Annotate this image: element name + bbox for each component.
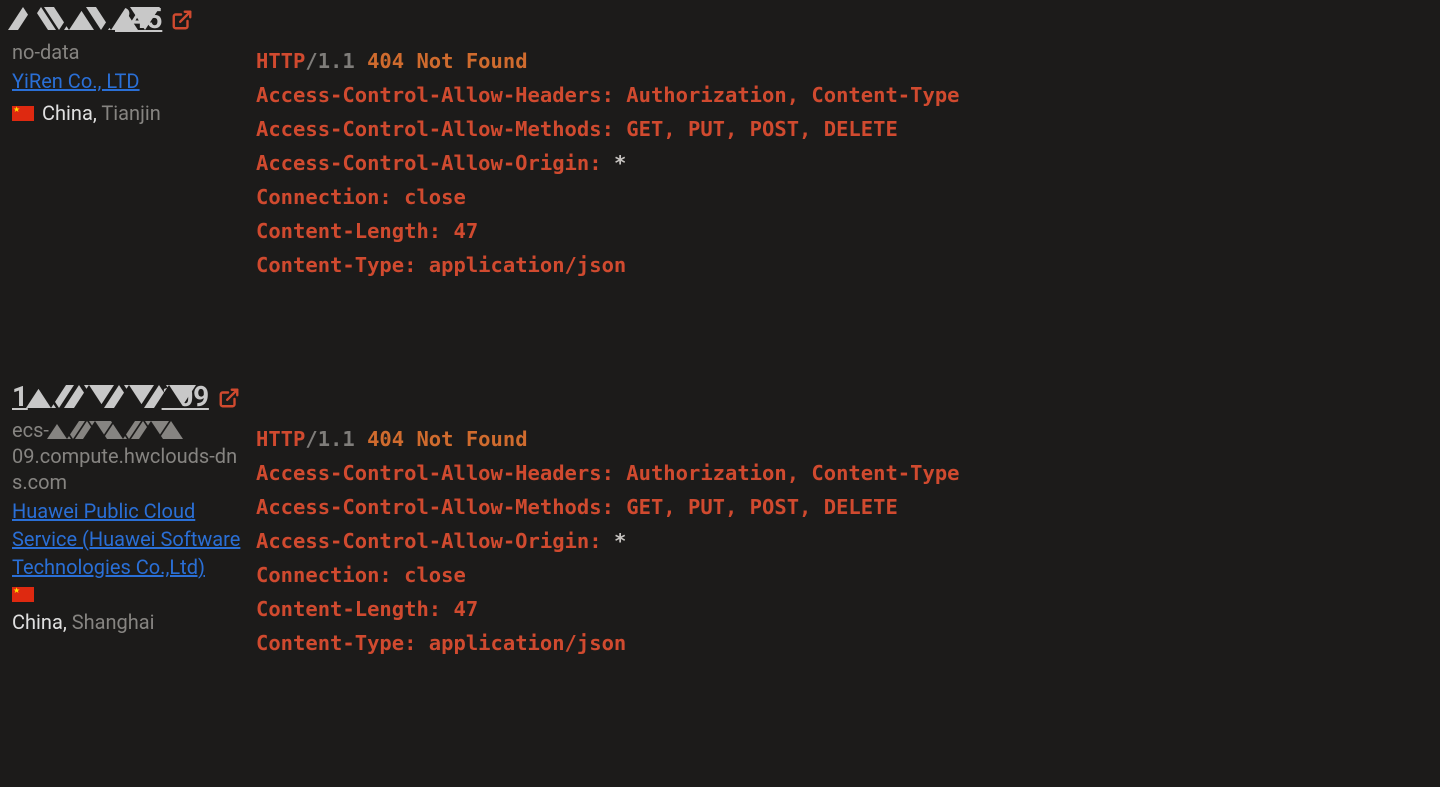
status-line: HTTP/1.1 404 Not Found (256, 44, 1428, 78)
response-header: Access-Control-Allow-Origin: * (256, 524, 1428, 558)
flag-icon (12, 106, 34, 121)
location: China, Tianjin (12, 101, 248, 125)
response-header: Access-Control-Allow-Headers: Authorizat… (256, 456, 1428, 490)
ip-visible-prefix: 1 (12, 380, 28, 413)
ip-address-link[interactable]: XXX.XX.245 (12, 2, 162, 35)
response-header: Access-Control-Allow-Methods: GET, PUT, … (256, 112, 1428, 146)
response-header: Content-Length: 47 (256, 214, 1428, 248)
hostname: ecs- 1234567890123 09.compute.hwc (12, 417, 248, 495)
http-response: HTTP/1.1 404 Not Found Access-Control-Al… (256, 0, 1428, 282)
http-response: HTTP/1.1 404 Not Found Access-Control-Al… (256, 378, 1428, 660)
search-result: 1 23.456.78. 109 (0, 378, 1440, 660)
location (12, 587, 248, 606)
external-link-icon[interactable] (217, 386, 241, 410)
organization-link[interactable]: YiRen Co., LTD (12, 67, 248, 95)
response-header: Connection: close (256, 180, 1428, 214)
result-meta: 1 23.456.78. 109 (12, 378, 256, 634)
response-header: Access-Control-Allow-Origin: * (256, 146, 1428, 180)
response-header: Content-Type: application/json (256, 626, 1428, 660)
ip-visible-suffix: 245 (115, 2, 162, 35)
result-meta: XXX.XX.245 no-data YiRen Co., LTD China,… (12, 0, 256, 125)
external-link-icon[interactable] (170, 8, 194, 32)
ip-visible-suffix: 109 (162, 380, 209, 413)
response-header: Content-Type: application/json (256, 248, 1428, 282)
location-region: Shanghai (72, 610, 155, 634)
hostname: no-data (12, 39, 248, 65)
organization-link[interactable]: Huawei Public Cloud Service (Huawei Soft… (12, 497, 248, 581)
search-result: XXX.XX.245 no-data YiRen Co., LTD China,… (0, 0, 1440, 282)
location-country: China, (12, 610, 67, 634)
ip-address-link[interactable]: 1 23.456.78. 109 (12, 380, 209, 413)
response-header: Access-Control-Allow-Methods: GET, PUT, … (256, 490, 1428, 524)
status-line: HTTP/1.1 404 Not Found (256, 422, 1428, 456)
flag-icon (12, 587, 34, 602)
response-header: Content-Length: 47 (256, 592, 1428, 626)
location-region: Tianjin (101, 101, 160, 125)
response-header: Connection: close (256, 558, 1428, 592)
response-header: Access-Control-Allow-Headers: Authorizat… (256, 78, 1428, 112)
location-country: China, (42, 101, 97, 125)
